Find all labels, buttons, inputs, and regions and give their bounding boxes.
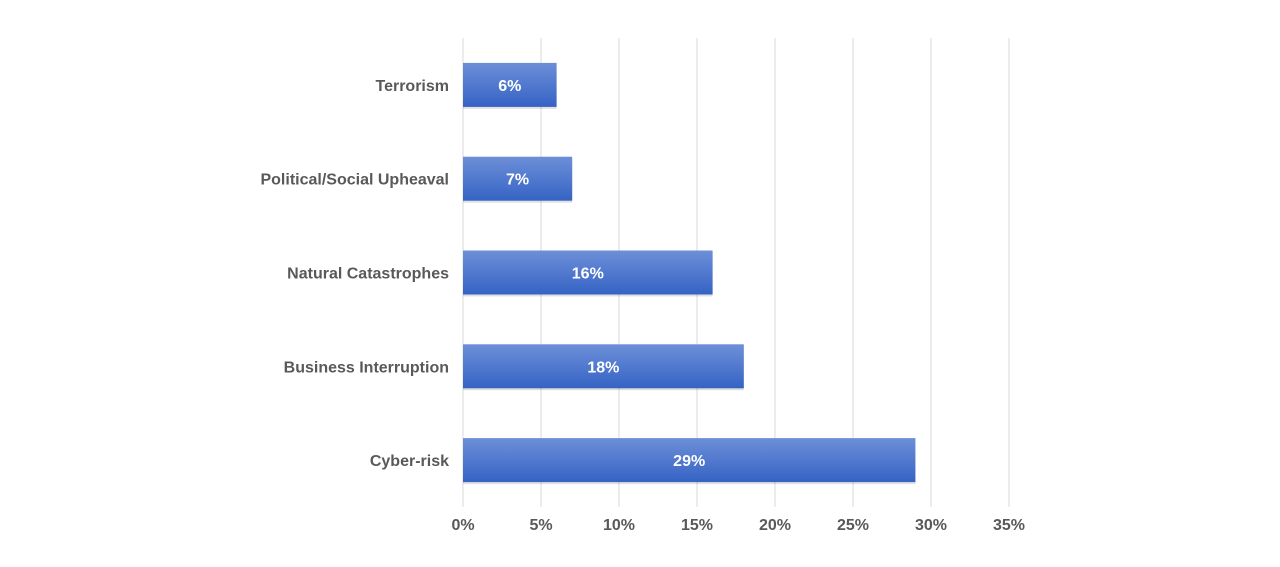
x-tick-label: 20% (759, 517, 791, 534)
bar (463, 156, 573, 201)
category-label: Natural Catastrophes (287, 266, 449, 283)
bar (463, 62, 557, 107)
x-tick-label: 25% (837, 517, 869, 534)
data-label: 16% (572, 266, 604, 283)
x-tick-label: 35% (993, 517, 1025, 534)
x-tick-label: 5% (529, 517, 552, 534)
x-tick-label: 10% (603, 517, 635, 534)
x-tick-label: 15% (681, 517, 713, 534)
x-tick-label: 30% (915, 517, 947, 534)
category-label: Terrorism (375, 78, 449, 95)
category-label: Political/Social Upheaval (260, 172, 449, 189)
category-label: Cyber-risk (370, 453, 449, 470)
data-label: 18% (587, 359, 619, 376)
bar (463, 438, 916, 483)
data-label: 7% (506, 172, 529, 189)
data-label: 6% (498, 78, 521, 95)
labels: 0% 5% 10% 15% 20% 25% 30% 35% Terrorism 6% Politic… (260, 78, 1025, 534)
x-tick-label: 0% (451, 517, 474, 534)
bars (463, 62, 916, 485)
category-label: Business Interruption (284, 359, 449, 376)
bar (463, 344, 744, 389)
data-label: 29% (673, 453, 705, 470)
bar (463, 250, 713, 295)
